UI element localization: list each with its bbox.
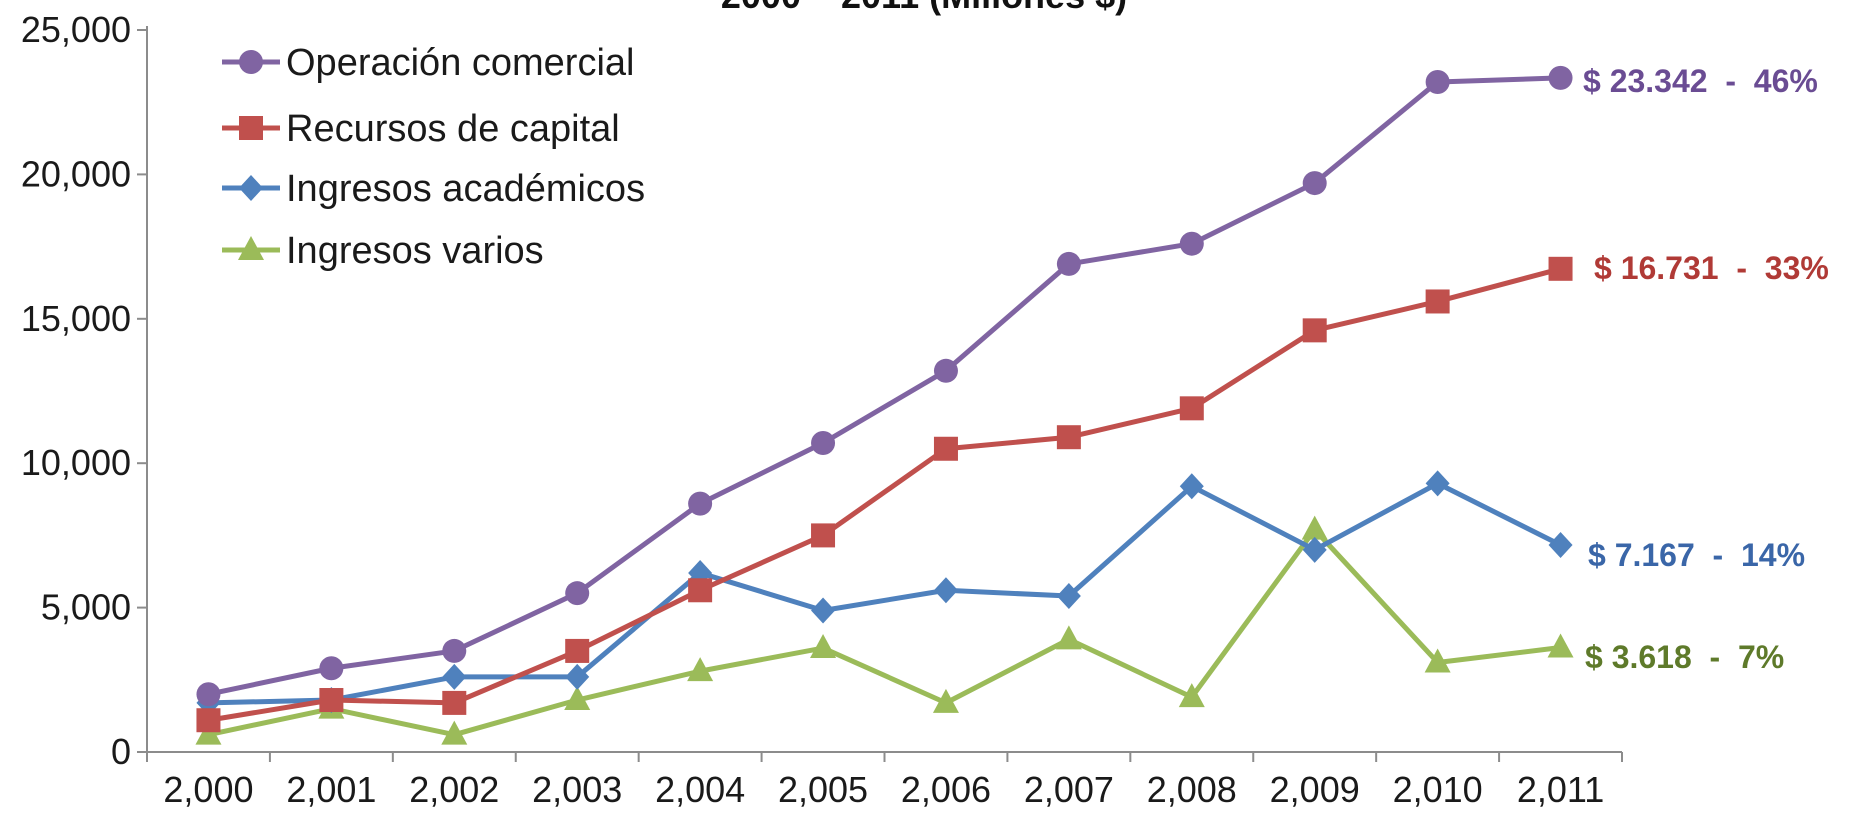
data-point — [564, 686, 591, 711]
data-point — [1302, 171, 1327, 196]
x-tick-label: 2,005 — [778, 769, 868, 810]
x-tick-label: 2,002 — [409, 769, 499, 810]
data-point — [933, 577, 958, 604]
data-point — [1179, 473, 1204, 500]
data-point — [195, 720, 222, 745]
data-point — [933, 436, 958, 461]
data-point — [1425, 289, 1450, 314]
legend-marker — [238, 236, 264, 260]
data-point — [1425, 69, 1450, 94]
y-tick-label: 5,000 — [41, 587, 131, 628]
series-line — [208, 266, 1562, 723]
legend-marker — [239, 50, 263, 74]
y-tick-label: 0 — [111, 731, 131, 772]
data-point — [442, 663, 467, 690]
data-point — [688, 491, 713, 516]
data-point — [1301, 515, 1328, 540]
series-line — [207, 75, 1561, 697]
x-tick-label: 2,007 — [1024, 769, 1114, 810]
data-point — [1056, 583, 1081, 610]
data-point — [442, 638, 467, 663]
data-point — [565, 663, 590, 690]
data-point — [1424, 648, 1451, 673]
legend-label: Operación comercial — [286, 42, 634, 84]
data-point — [442, 690, 467, 715]
legend-label: Recursos de capital — [286, 108, 620, 150]
data-point — [1179, 231, 1204, 256]
data-point — [1548, 532, 1573, 559]
data-point — [687, 657, 714, 682]
data-point — [319, 656, 344, 681]
end-label: $ 7.167 - 14% — [1588, 537, 1805, 573]
end-label: $ 3.618 - 7% — [1585, 639, 1784, 675]
end-labels: $ 23.342 - 46% $ 16.731 - 33% $ 7.167 - 14… — [1583, 63, 1829, 675]
data-point — [1179, 396, 1204, 421]
data-point — [932, 688, 959, 713]
data-point — [1302, 318, 1327, 343]
x-tick-label: 2,010 — [1393, 769, 1483, 810]
chart-title: 2000 – 2011 (Millones $) — [721, 0, 1127, 16]
data-point — [441, 720, 468, 745]
data-point — [811, 523, 836, 548]
y-tick-label: 15,000 — [21, 298, 131, 339]
x-tick-label: 2,003 — [532, 769, 622, 810]
data-point — [1302, 536, 1327, 563]
data-point — [1425, 470, 1450, 497]
legend: Operación comercial Recursos de capital In… — [222, 42, 645, 272]
x-tick-label: 2,001 — [286, 769, 376, 810]
series-layer — [195, 65, 1574, 745]
legend-item: Operación comercial — [222, 42, 634, 84]
x-tick-label: 2,008 — [1147, 769, 1237, 810]
legend-marker — [239, 175, 263, 201]
data-point — [1056, 251, 1081, 276]
axes: 0 5,000 10,000 15,000 20,000 25,000 2,000 2,001… — [21, 9, 1623, 810]
x-tick-label: 2,000 — [163, 769, 253, 810]
data-point — [196, 708, 221, 733]
series-3 — [195, 515, 1574, 745]
y-tick-label: 10,000 — [21, 442, 131, 483]
data-point — [1548, 256, 1573, 281]
end-label: $ 16.731 - 33% — [1594, 250, 1829, 286]
data-point — [1548, 65, 1573, 90]
data-point — [688, 578, 713, 603]
data-point — [933, 358, 958, 383]
x-tick-label: 2,006 — [901, 769, 991, 810]
series-1 — [196, 256, 1573, 733]
x-tick-label: 2,004 — [655, 769, 745, 810]
y-tick-label: 25,000 — [21, 9, 131, 50]
data-point — [810, 634, 837, 659]
data-point — [1178, 683, 1205, 708]
legend-item: Ingresos académicos — [222, 168, 645, 210]
x-tick-label: 2,009 — [1270, 769, 1360, 810]
series-line — [208, 480, 1562, 706]
series-2 — [196, 470, 1573, 716]
legend-item: Recursos de capital — [222, 108, 620, 150]
end-label: $ 23.342 - 46% — [1583, 63, 1818, 99]
legend-label: Ingresos académicos — [286, 168, 645, 210]
data-point — [565, 638, 590, 663]
data-point — [1055, 625, 1082, 650]
x-tick-label: 2,011 — [1517, 769, 1604, 810]
y-tick-label: 20,000 — [21, 153, 131, 194]
data-point — [196, 682, 221, 707]
series-0 — [196, 65, 1573, 707]
legend-item: Ingresos varios — [222, 230, 544, 272]
data-point — [811, 430, 836, 455]
data-point — [1056, 425, 1081, 450]
data-point — [1547, 633, 1574, 658]
data-point — [565, 581, 590, 606]
data-point — [319, 688, 344, 713]
series-line — [207, 527, 1561, 738]
legend-label: Ingresos varios — [286, 230, 544, 272]
legend-marker — [239, 116, 263, 140]
data-point — [811, 597, 836, 624]
